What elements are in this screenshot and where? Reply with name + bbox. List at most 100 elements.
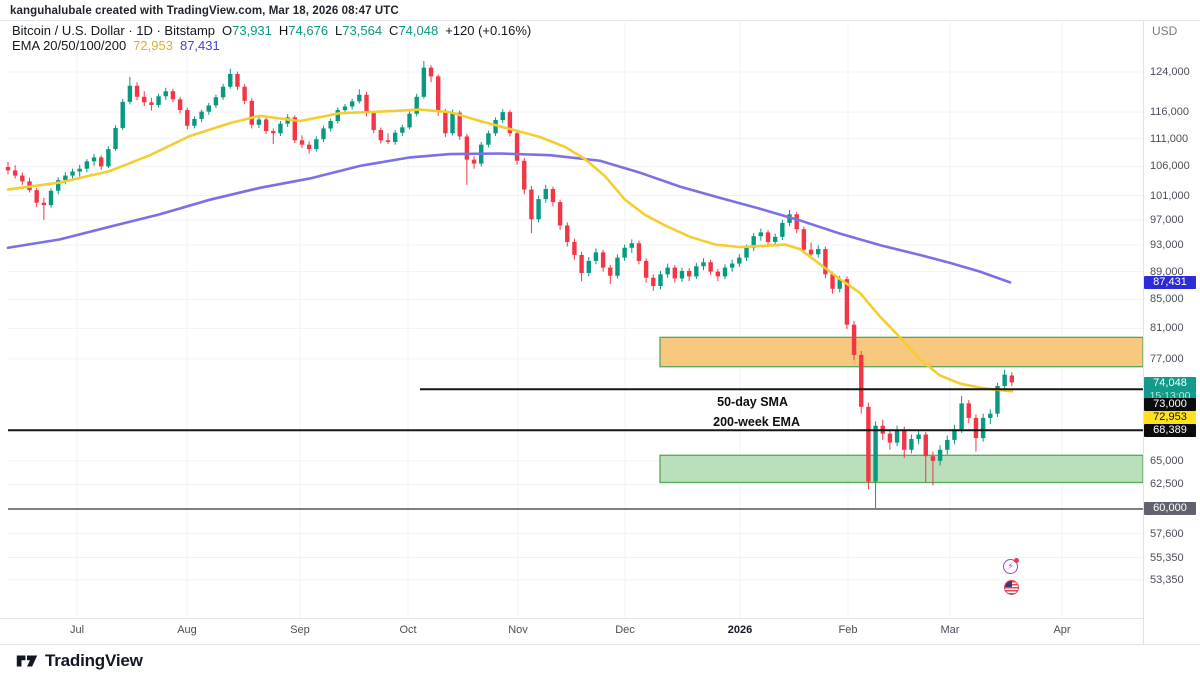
ema-legend-label: EMA 20/50/100/200 <box>12 38 127 53</box>
candle-body <box>142 96 147 103</box>
symbol-title: Bitcoin / U.S. Dollar · 1D · Bitstamp <box>12 23 215 38</box>
candle-body <box>629 243 634 248</box>
candle-body <box>249 100 254 125</box>
candle-body <box>457 112 462 137</box>
candle-body <box>507 112 513 134</box>
candle-body <box>514 133 520 161</box>
candle-body <box>859 354 864 407</box>
price-axis-badge: 60,000 <box>1144 502 1196 515</box>
candle-body <box>665 267 670 275</box>
close-label: C74,048 <box>389 23 439 38</box>
symbol-legend-row: Bitcoin / U.S. Dollar · 1D · Bitstamp O73… <box>12 24 531 38</box>
candle-body <box>314 139 319 150</box>
price-axis-label: 55,350 <box>1150 551 1184 564</box>
price-axis-label: 93,000 <box>1150 239 1184 252</box>
candle-body <box>959 403 964 430</box>
candle-body <box>694 266 699 277</box>
candle-body <box>371 113 376 131</box>
low-value: 73,564 <box>342 23 383 38</box>
candle-body <box>801 229 807 250</box>
economic-event-icon[interactable]: ⚡ <box>1003 558 1019 574</box>
price-axis-label: 111,000 <box>1150 132 1189 145</box>
time-axis-label: Mar <box>940 624 960 636</box>
candle-body <box>744 247 749 258</box>
candle-body <box>816 249 821 255</box>
candle-body <box>127 85 133 102</box>
chart-canvas[interactable] <box>0 20 1200 645</box>
candle-body <box>486 133 491 145</box>
candle-body <box>586 260 591 273</box>
candle-body <box>980 417 986 439</box>
candle-body <box>199 111 204 119</box>
candle-body <box>163 91 168 97</box>
open-label: O73,931 <box>222 23 272 38</box>
candle-body <box>794 214 799 230</box>
ema-slow-value: 87,431 <box>179 38 220 53</box>
candle-body <box>780 222 785 237</box>
candle-body <box>565 225 570 242</box>
price-axis-label: 65,000 <box>1150 454 1184 467</box>
candle-body <box>206 105 211 112</box>
ema-annotation-label: 200-week EMA <box>713 415 800 429</box>
candle-body <box>937 449 943 461</box>
demand-zone <box>659 454 1144 484</box>
price-axis-label: 81,000 <box>1150 322 1184 335</box>
candle-body <box>823 249 828 275</box>
time-axis-label: Oct <box>399 624 417 636</box>
candle-body <box>170 91 176 100</box>
high-value: 74,676 <box>288 23 329 38</box>
close-value: 74,048 <box>398 23 439 38</box>
time-axis-label: Apr <box>1053 624 1071 636</box>
price-axis-label: 116,000 <box>1150 106 1189 119</box>
candle-body <box>177 99 183 111</box>
tradingview-brand-text: TradingView <box>45 651 143 670</box>
candle-body <box>636 243 642 261</box>
candle-body <box>106 149 111 167</box>
candle-body <box>966 403 971 418</box>
time-axis-label: Sep <box>290 624 310 636</box>
candle-body <box>894 430 900 443</box>
candle-body <box>930 456 936 461</box>
candle-body <box>392 132 398 142</box>
candle-body <box>658 274 663 287</box>
candle-body <box>536 199 541 220</box>
candle-body <box>63 175 68 181</box>
symbol-legend: Bitcoin / U.S. Dollar · 1D · Bitstamp O73… <box>12 24 531 54</box>
candle-body <box>722 267 728 277</box>
candle-body <box>529 189 534 220</box>
candle-body <box>414 96 419 114</box>
candle-body <box>651 277 656 287</box>
ema-50-line <box>6 108 1014 393</box>
candle-body <box>608 267 613 276</box>
flag-canton <box>1005 581 1012 587</box>
candle-body <box>844 279 850 325</box>
price-axis-label: 97,000 <box>1150 213 1184 226</box>
candle-body <box>400 127 405 133</box>
us-event-flag-icon[interactable] <box>1004 580 1019 595</box>
candle-body <box>643 260 649 278</box>
watermark-text: kanguhalubale created with TradingView.c… <box>10 5 399 17</box>
candle-body <box>493 119 498 134</box>
candle-body <box>99 157 104 167</box>
candle-body <box>1002 374 1007 387</box>
candle-body <box>299 140 305 145</box>
ema-fast-value: 72,953 <box>133 38 173 53</box>
candle-body <box>579 254 584 273</box>
alert-dot-icon <box>1014 558 1019 563</box>
price-axis-label: 57,600 <box>1150 527 1184 540</box>
candle-body <box>708 262 713 272</box>
time-axis-label: 2026 <box>727 624 753 636</box>
low-label: L73,564 <box>335 23 383 38</box>
time-axis-label: Dec <box>615 624 635 636</box>
candle-body <box>306 144 312 150</box>
price-axis-badge: 73,000 <box>1144 398 1196 411</box>
candle-body <box>421 67 427 97</box>
time-axis-label: Aug <box>177 624 197 636</box>
candle-body <box>973 417 979 439</box>
price-axis-label: 77,000 <box>1150 352 1184 365</box>
candle-body <box>450 112 455 134</box>
candle-body <box>916 434 921 439</box>
candle-body <box>228 73 233 87</box>
